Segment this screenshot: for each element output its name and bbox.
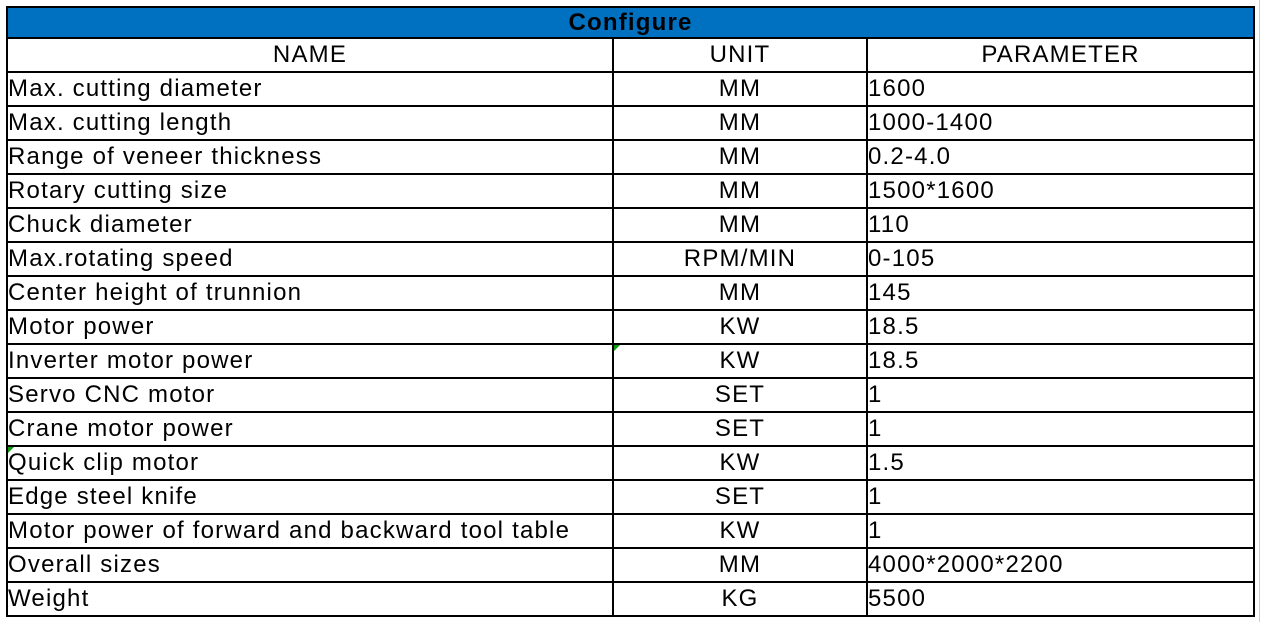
table-row: Edge steel knife SET 1	[6, 479, 1255, 515]
cell-name[interactable]: Max. cutting diameter	[6, 71, 614, 107]
cell-unit[interactable]: KW	[612, 309, 868, 345]
cell-unit[interactable]: KG	[612, 581, 868, 617]
cell-name[interactable]: Rotary cutting size	[6, 173, 614, 209]
cell-parameter[interactable]: 1.5	[866, 445, 1255, 481]
cell-unit[interactable]: RPM/MIN	[612, 241, 868, 277]
spreadsheet-gridline	[1259, 0, 1260, 622]
cell-unit[interactable]: MM	[612, 71, 868, 107]
cell-parameter[interactable]: 1	[866, 513, 1255, 549]
cell-parameter[interactable]: 145	[866, 275, 1255, 311]
cell-error-marker-icon	[615, 346, 620, 351]
table-title-cell[interactable]: Configure	[6, 6, 1255, 39]
cell-name[interactable]: Chuck diameter	[6, 207, 614, 243]
cell-unit[interactable]: MM	[612, 275, 868, 311]
cell-unit[interactable]: MM	[612, 173, 868, 209]
table-row: Chuck diameter MM 110	[6, 207, 1255, 243]
table-row: Crane motor power SET 1	[6, 411, 1255, 447]
cell-parameter[interactable]: 1	[866, 377, 1255, 413]
table-row: Center height of trunnion MM 145	[6, 275, 1255, 311]
cell-error-marker-icon	[9, 448, 14, 453]
column-header-unit[interactable]: UNIT	[612, 37, 868, 73]
cell-name[interactable]: Max. cutting length	[6, 105, 614, 141]
cell-parameter[interactable]: 5500	[866, 581, 1255, 617]
cell-parameter[interactable]: 1000-1400	[866, 105, 1255, 141]
table-header-row: NAME UNIT PARAMETER	[6, 37, 1255, 73]
cell-name[interactable]: Motor power	[6, 309, 614, 345]
cell-name[interactable]: Crane motor power	[6, 411, 614, 447]
table-row: Motor power KW 18.5	[6, 309, 1255, 345]
cell-parameter[interactable]: 1	[866, 479, 1255, 515]
cell-name[interactable]: Max.rotating speed	[6, 241, 614, 277]
table-body: Max. cutting diameter MM 1600 Max. cutting …	[6, 71, 1255, 617]
table-row: Max. cutting diameter MM 1600	[6, 71, 1255, 107]
column-header-name[interactable]: NAME	[6, 37, 614, 73]
cell-parameter[interactable]: 1600	[866, 71, 1255, 107]
configure-table: Configure NAME UNIT PARAMETER Max. cutti…	[6, 6, 1255, 617]
cell-parameter[interactable]: 4000*2000*2200	[866, 547, 1255, 583]
cell-unit[interactable]: MM	[612, 207, 868, 243]
cell-unit[interactable]: SET	[612, 411, 868, 447]
cell-parameter[interactable]: 110	[866, 207, 1255, 243]
table-row: Motor power of forward and backward tool…	[6, 513, 1255, 549]
table-row: Range of veneer thickness MM 0.2-4.0	[6, 139, 1255, 175]
table-title-row: Configure	[6, 6, 1255, 39]
cell-name[interactable]: Range of veneer thickness	[6, 139, 614, 175]
cell-unit[interactable]: MM	[612, 139, 868, 175]
cell-name[interactable]: Servo CNC motor	[6, 377, 614, 413]
cell-unit[interactable]: KW	[612, 445, 868, 481]
cell-unit[interactable]: SET	[612, 377, 868, 413]
cell-unit[interactable]: SET	[612, 479, 868, 515]
cell-name[interactable]: Edge steel knife	[6, 479, 614, 515]
cell-name[interactable]: Overall sizes	[6, 547, 614, 583]
table-row: Overall sizes MM 4000*2000*2200	[6, 547, 1255, 583]
cell-parameter[interactable]: 1500*1600	[866, 173, 1255, 209]
cell-parameter[interactable]: 18.5	[866, 343, 1255, 379]
column-header-parameter[interactable]: PARAMETER	[866, 37, 1255, 73]
cell-parameter[interactable]: 18.5	[866, 309, 1255, 345]
cell-unit[interactable]: KW	[612, 513, 868, 549]
table-row: Rotary cutting size MM 1500*1600	[6, 173, 1255, 209]
cell-unit[interactable]: KW	[612, 343, 868, 379]
table-row: Max.rotating speed RPM/MIN 0-105	[6, 241, 1255, 277]
table-row: Inverter motor power KW 18.5	[6, 343, 1255, 379]
cell-parameter[interactable]: 1	[866, 411, 1255, 447]
table-row: Max. cutting length MM 1000-1400	[6, 105, 1255, 141]
cell-name[interactable]: Weight	[6, 581, 614, 617]
cell-name[interactable]: Quick clip motor	[6, 445, 614, 481]
cell-name[interactable]: Inverter motor power	[6, 343, 614, 379]
table-row: Servo CNC motor SET 1	[6, 377, 1255, 413]
cell-parameter[interactable]: 0-105	[866, 241, 1255, 277]
cell-parameter[interactable]: 0.2-4.0	[866, 139, 1255, 175]
cell-name[interactable]: Motor power of forward and backward tool…	[6, 513, 614, 549]
cell-unit[interactable]: MM	[612, 105, 868, 141]
cell-name[interactable]: Center height of trunnion	[6, 275, 614, 311]
table-row: Weight KG 5500	[6, 581, 1255, 617]
table-row: Quick clip motor KW 1.5	[6, 445, 1255, 481]
cell-unit[interactable]: MM	[612, 547, 868, 583]
